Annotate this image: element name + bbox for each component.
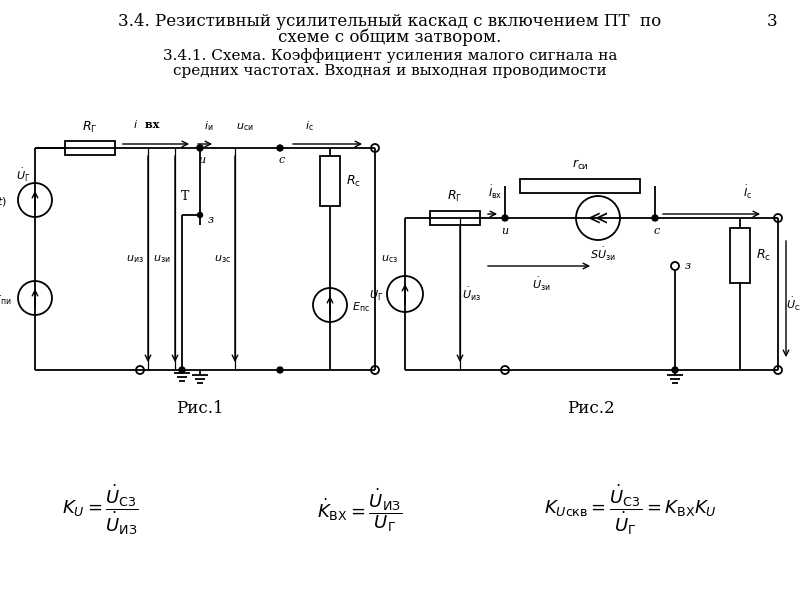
Text: $r_{\text{си}}$: $r_{\text{си}}$ — [571, 158, 589, 172]
Text: $E_{\text{пи}}$: $E_{\text{пи}}$ — [0, 293, 11, 307]
Text: 3: 3 — [766, 13, 778, 30]
Text: $R_{\text{с}}$: $R_{\text{с}}$ — [346, 173, 361, 188]
Text: $\dot{K}_{\mathrm{ВХ}} = \dfrac{\dot{U}_{\mathrm{ИЗ}}}{U_{\Gamma}}$: $\dot{K}_{\mathrm{ВХ}} = \dfrac{\dot{U}_… — [318, 486, 402, 534]
Text: $S\dot{U}_{\text{зи}}$: $S\dot{U}_{\text{зи}}$ — [590, 246, 616, 263]
Circle shape — [652, 215, 658, 221]
Text: 3.4. Резистивный усилительный каскад с включением ПТ  по: 3.4. Резистивный усилительный каскад с в… — [118, 13, 662, 30]
Text: $u_{\text{зс}}$: $u_{\text{зс}}$ — [214, 253, 231, 265]
Text: и: и — [198, 155, 206, 165]
Text: $i_{\text{с}}$: $i_{\text{с}}$ — [305, 119, 314, 133]
Text: 3.4.1. Схема. Коэффициент усиления малого сигнала на: 3.4.1. Схема. Коэффициент усиления малог… — [163, 48, 617, 63]
Text: $\dot{U}_{\Gamma}$: $\dot{U}_{\Gamma}$ — [15, 166, 30, 184]
Bar — [730, 228, 750, 283]
Text: $K_{U\mathrm{скв}} = \dfrac{\dot{U}_{\mathrm{С3}}}{\dot{U}_{\Gamma}} = K_{\mathr: $K_{U\mathrm{скв}} = \dfrac{\dot{U}_{\ma… — [543, 483, 717, 537]
Text: и: и — [502, 226, 509, 236]
Text: Т: Т — [181, 191, 189, 203]
Text: $\dot{I}_{\text{вх}}$: $\dot{I}_{\text{вх}}$ — [488, 184, 502, 201]
Circle shape — [179, 367, 185, 373]
Text: схеме с общим затвором.: схеме с общим затвором. — [278, 29, 502, 46]
Text: з: з — [208, 215, 214, 225]
Text: $\ll$: $\ll$ — [584, 210, 608, 228]
Text: Рис.2: Рис.2 — [567, 400, 615, 417]
Text: $u_{\text{зи}}$: $u_{\text{зи}}$ — [154, 253, 171, 265]
Text: $i_{\text{и}}$: $i_{\text{и}}$ — [204, 119, 214, 133]
Circle shape — [502, 215, 508, 221]
Text: $u_{\text{си}}$: $u_{\text{си}}$ — [236, 121, 254, 133]
Text: $\dot{U}_{\Gamma}$: $\dot{U}_{\Gamma}$ — [369, 286, 383, 302]
Bar — [520, 179, 640, 193]
Circle shape — [198, 212, 202, 217]
Bar — [430, 211, 480, 225]
Text: $u_{\Gamma}(t)$: $u_{\Gamma}(t)$ — [0, 195, 7, 209]
Text: $i$: $i$ — [133, 118, 138, 130]
Text: $\dot{U}_{\text{сз}}$: $\dot{U}_{\text{сз}}$ — [786, 295, 800, 313]
Text: средних частотах. Входная и выходная проводимости: средних частотах. Входная и выходная про… — [173, 64, 607, 78]
Text: з: з — [685, 261, 691, 271]
Text: $u_{\text{сз}}$: $u_{\text{сз}}$ — [381, 253, 398, 265]
Text: $E_{\text{пс}}$: $E_{\text{пс}}$ — [352, 300, 370, 314]
Text: $R_{\Gamma}$: $R_{\Gamma}$ — [82, 120, 98, 135]
Text: $\dot{U}_{\text{зи}}$: $\dot{U}_{\text{зи}}$ — [532, 276, 550, 293]
Bar — [320, 156, 340, 206]
Text: с: с — [654, 226, 660, 236]
Bar — [65, 141, 115, 155]
Text: $R_{\text{с}}$: $R_{\text{с}}$ — [756, 247, 771, 263]
Text: $K_U = \dfrac{\dot{U}_{\mathrm{С3}}}{\dot{U}_{\mathrm{ИЗ}}}$: $K_U = \dfrac{\dot{U}_{\mathrm{С3}}}{\do… — [62, 483, 138, 537]
Circle shape — [277, 145, 283, 151]
Text: $R_{\Gamma}$: $R_{\Gamma}$ — [447, 189, 462, 204]
Text: Рис.1: Рис.1 — [176, 400, 224, 417]
Circle shape — [197, 145, 203, 151]
Circle shape — [277, 367, 283, 373]
Circle shape — [672, 367, 678, 373]
Text: вх: вх — [141, 119, 159, 130]
Text: $u_{\text{из}}$: $u_{\text{из}}$ — [126, 253, 144, 265]
Text: $\dot{I}_{\text{с}}$: $\dot{I}_{\text{с}}$ — [743, 184, 753, 201]
Text: с: с — [279, 155, 285, 165]
Text: $\dot{U}_{\text{из}}$: $\dot{U}_{\text{из}}$ — [462, 286, 481, 302]
